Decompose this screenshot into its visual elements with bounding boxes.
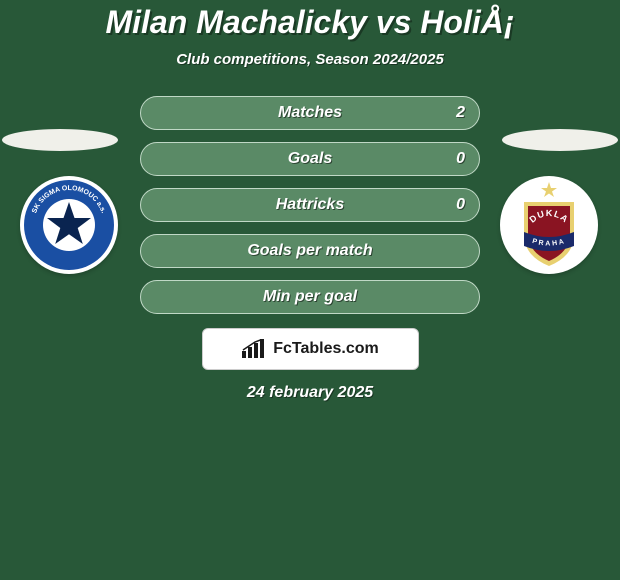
stat-label: Min per goal (263, 288, 357, 306)
stat-value: 2 (456, 104, 465, 122)
left-oval (2, 129, 118, 151)
page-title: Milan Machalicky vs HoliÅ¡ (0, 4, 620, 41)
stat-label: Goals (288, 150, 332, 168)
fctables-bars-icon (241, 339, 267, 359)
right-oval (502, 129, 618, 151)
fctables-card: FcTables.com (202, 328, 419, 370)
stat-row: Matches 2 (140, 96, 480, 130)
stat-row: Goals 0 (140, 142, 480, 176)
stat-value: 0 (456, 150, 465, 168)
team-right-logo: DUKLA PRAHA (500, 176, 598, 274)
stat-label: Hattricks (276, 196, 344, 214)
stat-label: Goals per match (247, 242, 372, 260)
date-label: 24 february 2025 (0, 384, 620, 402)
stat-value: 0 (456, 196, 465, 214)
fctables-label: FcTables.com (273, 340, 379, 358)
stat-row: Goals per match (140, 234, 480, 268)
subtitle: Club competitions, Season 2024/2025 (0, 51, 620, 68)
stat-row: Min per goal (140, 280, 480, 314)
stat-row: Hattricks 0 (140, 188, 480, 222)
team-left-logo: SK SIGMA OLOMOUC a.s. (20, 176, 118, 274)
stat-label: Matches (278, 104, 342, 122)
